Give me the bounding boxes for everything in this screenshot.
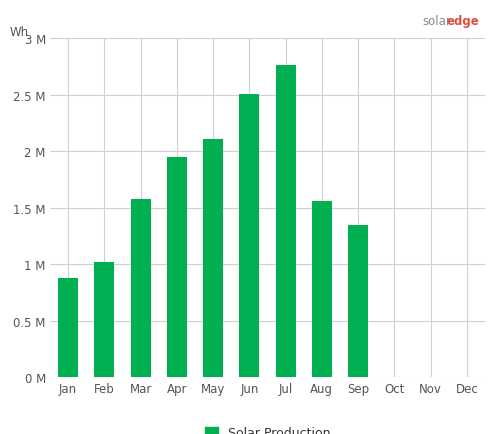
Text: solar: solar (422, 15, 452, 28)
Bar (58, 279, 78, 378)
Bar (203, 139, 223, 378)
Text: Wh: Wh (10, 26, 29, 39)
Bar (130, 199, 150, 378)
Bar (276, 66, 295, 378)
Text: edge: edge (446, 15, 479, 28)
Bar (240, 94, 260, 378)
Bar (94, 263, 114, 378)
Legend: Solar Production: Solar Production (200, 421, 335, 434)
Bar (167, 158, 187, 378)
Bar (312, 201, 332, 378)
Bar (348, 225, 368, 378)
